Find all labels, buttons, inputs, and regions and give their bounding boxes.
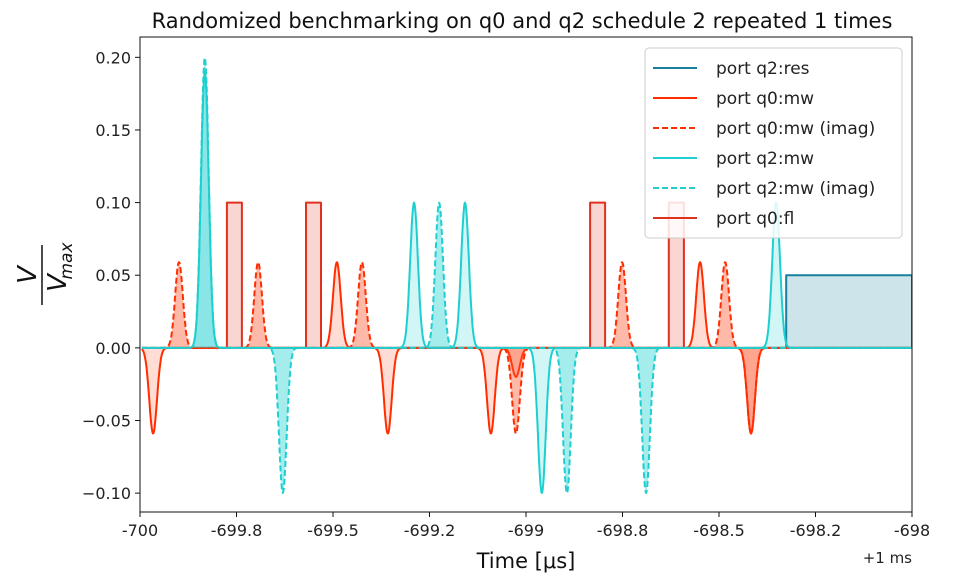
x-tick-label: -698.2 (790, 521, 842, 540)
chart-title: Randomized benchmarking on q0 and q2 sch… (152, 9, 893, 33)
x-tick-label: -698 (894, 521, 930, 540)
x-axis: -700 -699.8 -699.5 -699.2 -699 -698.8 -698.5 -6… (122, 512, 930, 540)
series-line (141, 56, 912, 495)
x-axis-label: Time [μs] (476, 549, 576, 573)
legend-label: port q0:mw (716, 89, 814, 109)
series-layer (141, 56, 912, 495)
legend-box (644, 47, 903, 239)
legend-label: port q2:res (716, 59, 810, 79)
y-tick-label: −0.10 (82, 484, 131, 503)
legend-label: port q0:fl (716, 209, 794, 229)
y-tick-label: 0.05 (95, 266, 131, 285)
x-tick-label: -699.2 (404, 521, 456, 540)
x-tick-label: -700 (122, 521, 158, 540)
y-axis-label: V V max (13, 242, 77, 305)
y-tick-label: −0.05 (82, 411, 131, 430)
y-tick-label: 0.20 (95, 48, 131, 67)
series-fill (786, 275, 912, 348)
legend: port q2:res port q0:mw port q0:mw (imag) po… (644, 47, 903, 239)
series-line (785, 274, 912, 348)
y-label-subscript: max (57, 242, 77, 280)
x-tick-label: -699 (508, 521, 544, 540)
series-port-q2-mw-imag (141, 56, 912, 495)
y-axis: −0.10 −0.05 0.00 0.05 0.10 0.15 0.20 (82, 48, 140, 503)
series-port-q2-res (785, 274, 912, 348)
legend-label: port q2:mw (imag) (716, 179, 875, 199)
legend-label: port q0:mw (imag) (716, 119, 875, 139)
legend-label: port q2:mw (716, 149, 814, 169)
y-label-denominator: V (43, 272, 73, 292)
y-label-numerator: V (13, 264, 43, 284)
x-offset-text: +1 ms (863, 549, 912, 567)
x-tick-label: -699.8 (211, 521, 263, 540)
y-tick-label: 0.10 (95, 194, 131, 213)
x-tick-label: -699.5 (307, 521, 359, 540)
x-tick-label: -698.8 (597, 521, 649, 540)
y-tick-label: 0.15 (95, 121, 131, 140)
x-tick-label: -698.5 (693, 521, 745, 540)
y-tick-label: 0.00 (95, 339, 131, 358)
